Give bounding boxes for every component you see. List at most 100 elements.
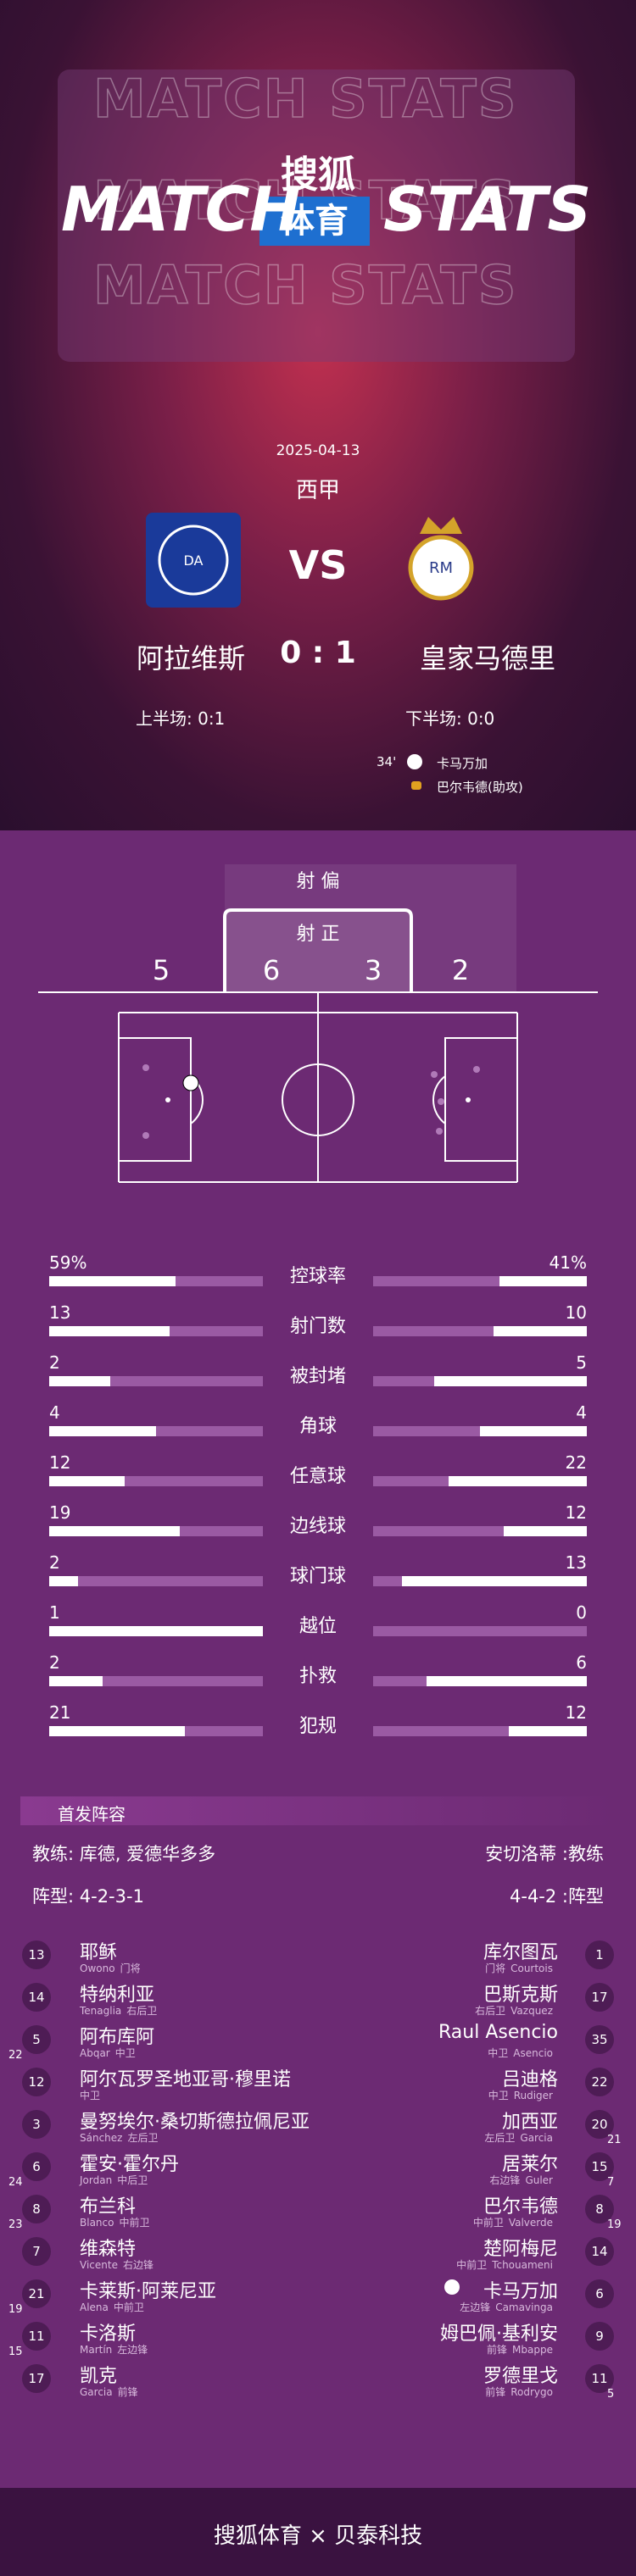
away-value: 13 bbox=[565, 1552, 587, 1573]
away-bar bbox=[373, 1376, 587, 1386]
player-position: 中卫 bbox=[488, 2047, 509, 2059]
svg-text:RM: RM bbox=[429, 559, 453, 577]
title-left: MATCH bbox=[61, 174, 301, 245]
player-meta: Abqar 中卫 bbox=[80, 2046, 141, 2060]
player-position: 左边锋 bbox=[117, 2344, 148, 2356]
away-bar bbox=[373, 1576, 587, 1586]
player-position: 右边锋 bbox=[489, 2174, 521, 2186]
shot-count: 2 bbox=[451, 954, 470, 986]
brand: 搜狐 bbox=[281, 153, 355, 197]
player-position: 中前卫 bbox=[456, 2259, 488, 2271]
score: 0 : 1 bbox=[280, 636, 356, 670]
shot-count: 3 bbox=[364, 954, 382, 986]
player-name: 楚阿梅尼 bbox=[483, 2239, 558, 2260]
stat-label: 越位 bbox=[298, 1616, 337, 1637]
sub-number: 24 bbox=[8, 2176, 23, 2189]
home-value: 1 bbox=[49, 1602, 60, 1623]
shot-count: 6 bbox=[262, 954, 281, 986]
title-right: STATS bbox=[383, 174, 592, 245]
player-number: 5 bbox=[22, 2025, 51, 2054]
footer-bar bbox=[0, 2488, 636, 2576]
home-bar-fill bbox=[49, 1326, 170, 1336]
shot-field bbox=[38, 864, 598, 1183]
event-scorer: 卡马万加 bbox=[437, 756, 488, 771]
player-number: 14 bbox=[585, 2237, 614, 2266]
home-bar bbox=[49, 1576, 263, 1586]
player-name: 巴尔韦德 bbox=[483, 2196, 558, 2218]
home-bar bbox=[49, 1726, 263, 1736]
goal-icon bbox=[407, 754, 422, 769]
away-bar-fill bbox=[509, 1726, 587, 1736]
player-en: Alena bbox=[80, 2301, 109, 2313]
player-meta: 中前卫 Tchouameni bbox=[456, 2257, 558, 2272]
player-meta: Blanco 中前卫 bbox=[80, 2215, 154, 2229]
player-name: 耶稣 bbox=[80, 1942, 118, 1963]
player-en: Vicente bbox=[80, 2259, 118, 2271]
away-value: 22 bbox=[565, 1452, 587, 1473]
player-position: 前锋 bbox=[117, 2386, 138, 2398]
player-name: 吕迪格 bbox=[501, 2069, 558, 2090]
match-date: 2025-04-13 bbox=[276, 442, 360, 459]
home-team: 阿拉维斯 bbox=[136, 642, 245, 675]
player-name: 库尔图瓦 bbox=[483, 1942, 558, 1963]
off-target-panel bbox=[225, 864, 516, 991]
player-meta: Tenaglia 右后卫 bbox=[80, 2003, 162, 2018]
away-formation: 4-4-2 :阵型 bbox=[510, 1886, 604, 1907]
player-position: 左后卫 bbox=[127, 2132, 159, 2144]
player-name: 布兰科 bbox=[80, 2196, 137, 2218]
player-name: 霍安·霍尔丹 bbox=[80, 2154, 179, 2175]
stat-label: 射门数 bbox=[289, 1316, 346, 1337]
player-meta: Sánchez 左后卫 bbox=[80, 2130, 163, 2145]
player-en: Jordan bbox=[80, 2174, 113, 2186]
away-bar bbox=[373, 1326, 587, 1336]
away-bar-fill bbox=[504, 1526, 587, 1536]
home-value: 19 bbox=[49, 1502, 71, 1523]
player-number: 20 bbox=[585, 2110, 614, 2139]
player-position: 左边锋 bbox=[460, 2301, 491, 2313]
sub-number: 21 bbox=[607, 2134, 622, 2146]
player-meta: Garcia 前锋 bbox=[80, 2384, 143, 2399]
player-en: Blanco bbox=[80, 2217, 114, 2229]
footer-text: 搜狐体育 × 贝泰科技 bbox=[213, 2523, 423, 2549]
home-bar-fill bbox=[49, 1626, 263, 1636]
away-bar-fill bbox=[448, 1476, 587, 1486]
home-bar-fill bbox=[49, 1276, 176, 1286]
player-meta: 中卫 Asencio bbox=[488, 2046, 558, 2060]
pitch bbox=[118, 992, 518, 1183]
player-meta: 左后卫 Garcia bbox=[484, 2130, 558, 2145]
player-en: Courtois bbox=[510, 1963, 553, 1974]
home-bar-fill bbox=[49, 1676, 103, 1686]
player-meta: 前锋 Rodrygo bbox=[485, 2384, 558, 2399]
player-position: 中前卫 bbox=[113, 2301, 144, 2313]
home-value: 2 bbox=[49, 1652, 60, 1673]
svg-text:DA: DA bbox=[184, 552, 204, 569]
lineup-title: 首发阵容 bbox=[58, 1804, 126, 1824]
player-en: Owono bbox=[80, 1963, 115, 1974]
home-bar bbox=[49, 1626, 263, 1636]
ghost-title: MATCH STATS bbox=[92, 67, 518, 130]
player-en: Valverde bbox=[508, 2217, 553, 2229]
player-meta: 前锋 Mbappe bbox=[487, 2342, 558, 2357]
away-coach: 安切洛蒂 :教练 bbox=[485, 1844, 604, 1864]
player-meta: 左边锋 Camavinga bbox=[460, 2300, 558, 2314]
away-bar-fill bbox=[480, 1426, 587, 1436]
player-number: 6 bbox=[585, 2279, 614, 2308]
away-bar-fill bbox=[427, 1676, 587, 1686]
stat-label: 角球 bbox=[298, 1416, 337, 1437]
stat-label: 犯规 bbox=[298, 1716, 337, 1737]
away-team: 皇家马德里 bbox=[419, 642, 555, 675]
player-position: 前锋 bbox=[485, 2386, 506, 2398]
player-name: 凯克 bbox=[80, 2366, 118, 2387]
player-en: Guler bbox=[525, 2174, 553, 2186]
home-logo: DA bbox=[146, 513, 241, 608]
home-bar-fill bbox=[49, 1426, 156, 1436]
on-label: 射 正 bbox=[296, 924, 340, 945]
player-position: 前锋 bbox=[487, 2344, 508, 2356]
player-number: 17 bbox=[22, 2364, 51, 2393]
player-en: Tchouameni bbox=[492, 2259, 553, 2271]
stat-label: 球门球 bbox=[289, 1566, 346, 1587]
away-bar bbox=[373, 1476, 587, 1486]
player-number: 17 bbox=[585, 1983, 614, 2012]
player-number: 9 bbox=[585, 2322, 614, 2351]
away-value: 5 bbox=[576, 1352, 587, 1373]
